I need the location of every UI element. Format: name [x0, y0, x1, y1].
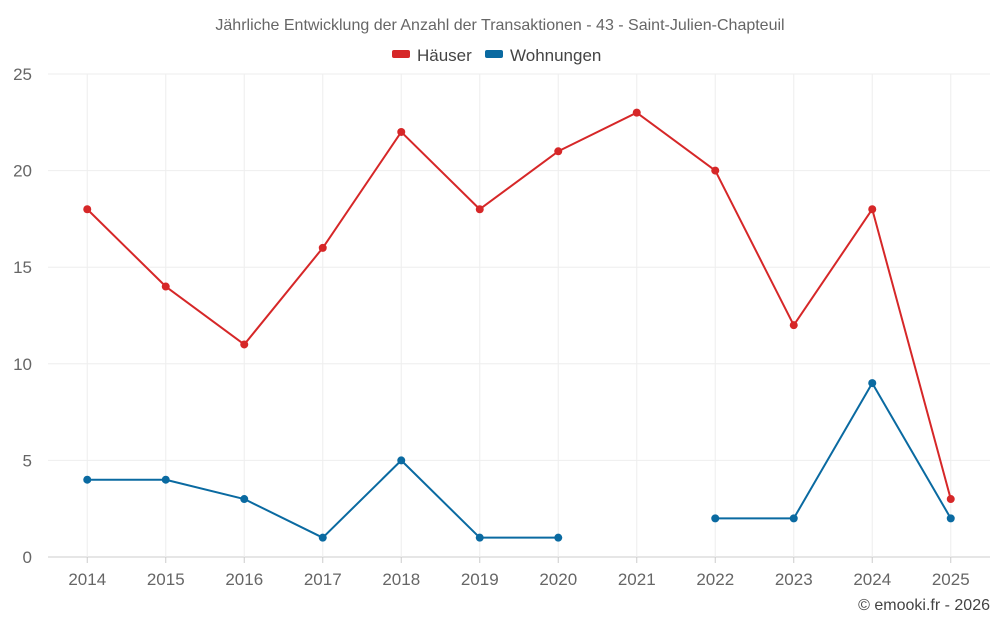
data-point[interactable] — [554, 147, 563, 156]
y-axis-ticks: 0 5 10 15 20 25 — [13, 65, 32, 567]
legend-label-haeuser[interactable]: Häuser — [417, 46, 472, 65]
x-tick-label: 2025 — [932, 570, 970, 589]
data-point[interactable] — [711, 514, 720, 523]
x-axis-ticks: 2014 2015 2016 2017 2018 2019 2020 2021 2022 2023… — [68, 557, 970, 589]
x-tick-label: 2018 — [382, 570, 420, 589]
data-point[interactable] — [318, 243, 327, 252]
data-point[interactable] — [554, 533, 563, 542]
data-point[interactable] — [632, 108, 641, 117]
series-line — [86, 111, 952, 500]
y-tick-label: 25 — [13, 65, 32, 84]
series-1 — [83, 379, 955, 542]
y-tick-label: 5 — [23, 451, 32, 470]
data-point[interactable] — [397, 127, 406, 136]
y-tick-label: 20 — [13, 162, 32, 181]
data-point[interactable] — [789, 514, 798, 523]
x-tick-label: 2023 — [775, 570, 813, 589]
series-line — [715, 382, 952, 520]
data-point[interactable] — [868, 379, 877, 388]
y-tick-label: 10 — [13, 355, 32, 374]
series-0 — [83, 108, 955, 504]
x-tick-label: 2015 — [147, 570, 185, 589]
x-tick-label: 2017 — [304, 570, 342, 589]
x-tick-label: 2019 — [461, 570, 499, 589]
data-point[interactable] — [240, 340, 249, 349]
credit-text: © emooki.fr - 2026 — [858, 597, 990, 614]
y-tick-label: 15 — [13, 258, 32, 277]
y-tick-label: 0 — [23, 548, 32, 567]
data-point[interactable] — [83, 205, 92, 214]
grid — [48, 73, 990, 558]
data-point[interactable] — [161, 475, 170, 484]
data-point[interactable] — [240, 495, 249, 504]
x-tick-label: 2021 — [618, 570, 656, 589]
data-point[interactable] — [946, 495, 955, 504]
legend-swatch-haeuser — [392, 50, 410, 58]
data-point[interactable] — [397, 456, 406, 465]
series-lines — [83, 108, 955, 542]
data-point[interactable] — [318, 533, 327, 542]
data-point[interactable] — [868, 205, 877, 214]
x-tick-label: 2022 — [696, 570, 734, 589]
x-tick-label: 2014 — [68, 570, 106, 589]
data-point[interactable] — [83, 475, 92, 484]
data-point[interactable] — [475, 205, 484, 214]
chart-title: Jährliche Entwicklung der Anzahl der Tra… — [215, 17, 784, 34]
x-tick-label: 2016 — [225, 570, 263, 589]
data-point[interactable] — [946, 514, 955, 523]
legend: Häuser Wohnungen — [392, 46, 601, 65]
legend-label-wohnungen[interactable]: Wohnungen — [510, 46, 601, 65]
x-tick-label: 2020 — [539, 570, 577, 589]
data-point[interactable] — [711, 166, 720, 175]
data-point[interactable] — [475, 533, 484, 542]
data-point[interactable] — [161, 282, 170, 291]
legend-swatch-wohnungen — [485, 50, 503, 58]
x-tick-label: 2024 — [853, 570, 891, 589]
data-point[interactable] — [789, 321, 798, 330]
